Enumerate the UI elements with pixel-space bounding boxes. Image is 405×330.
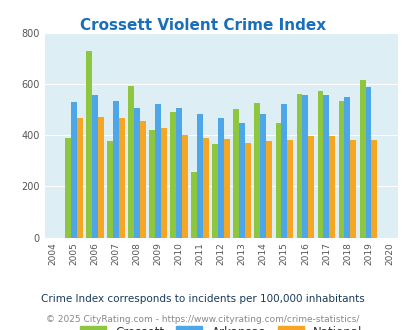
Bar bbox=[113, 101, 119, 238]
Bar bbox=[176, 108, 182, 238]
Bar bbox=[191, 172, 197, 238]
Bar bbox=[338, 101, 343, 238]
Bar bbox=[107, 141, 113, 238]
Bar bbox=[266, 142, 271, 238]
Bar bbox=[239, 122, 245, 238]
Bar bbox=[371, 141, 376, 238]
Bar bbox=[254, 103, 260, 238]
Bar bbox=[364, 87, 371, 238]
Bar bbox=[260, 114, 266, 238]
Bar bbox=[170, 112, 176, 238]
Bar bbox=[134, 108, 140, 238]
Bar bbox=[182, 135, 188, 238]
Bar bbox=[149, 130, 155, 238]
Bar bbox=[86, 51, 92, 238]
Bar bbox=[119, 118, 125, 238]
Bar bbox=[245, 144, 251, 238]
Text: © 2025 CityRating.com - https://www.cityrating.com/crime-statistics/: © 2025 CityRating.com - https://www.city… bbox=[46, 315, 359, 324]
Bar bbox=[202, 138, 209, 238]
Bar bbox=[350, 140, 355, 238]
Bar bbox=[224, 139, 230, 238]
Bar bbox=[71, 102, 77, 238]
Bar bbox=[128, 86, 134, 238]
Bar bbox=[77, 118, 83, 238]
Bar bbox=[328, 136, 335, 238]
Bar bbox=[307, 136, 313, 238]
Bar bbox=[92, 95, 98, 238]
Bar bbox=[359, 80, 364, 238]
Text: Crossett Violent Crime Index: Crossett Violent Crime Index bbox=[80, 18, 325, 33]
Bar bbox=[302, 95, 307, 238]
Bar bbox=[197, 114, 202, 238]
Bar bbox=[343, 97, 350, 238]
Bar bbox=[287, 140, 292, 238]
Bar bbox=[212, 144, 218, 238]
Bar bbox=[233, 109, 239, 238]
Bar bbox=[296, 94, 302, 238]
Text: Crime Index corresponds to incidents per 100,000 inhabitants: Crime Index corresponds to incidents per… bbox=[41, 294, 364, 304]
Bar bbox=[98, 116, 104, 238]
Bar bbox=[317, 91, 323, 238]
Bar bbox=[218, 118, 224, 238]
Legend: Crossett, Arkansas, National: Crossett, Arkansas, National bbox=[75, 321, 366, 330]
Bar bbox=[323, 95, 328, 238]
Bar bbox=[161, 128, 166, 238]
Bar bbox=[275, 123, 281, 238]
Bar bbox=[155, 104, 161, 238]
Bar bbox=[140, 121, 146, 238]
Bar bbox=[281, 104, 287, 238]
Bar bbox=[65, 138, 71, 238]
